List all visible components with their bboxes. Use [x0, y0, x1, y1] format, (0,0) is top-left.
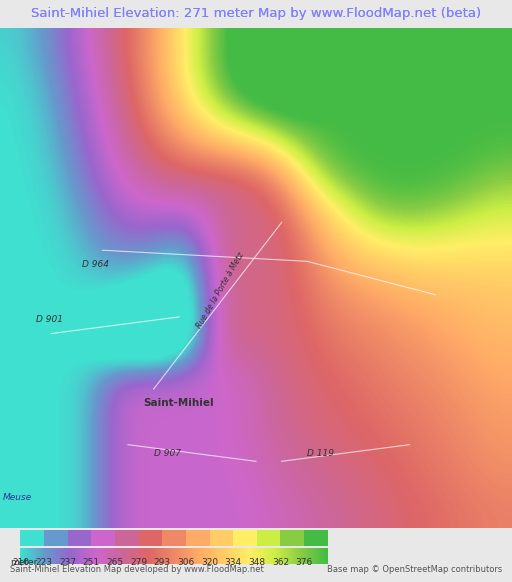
Text: 306: 306 — [177, 558, 195, 567]
Text: D 964: D 964 — [82, 260, 109, 269]
Text: 362: 362 — [272, 558, 289, 567]
Text: 334: 334 — [225, 558, 242, 567]
Text: Base map © OpenStreetMap contributors: Base map © OpenStreetMap contributors — [327, 565, 502, 574]
Text: meter: meter — [10, 558, 37, 567]
Text: Saint-Mihiel Elevation: 271 meter Map by www.FloodMap.net (beta): Saint-Mihiel Elevation: 271 meter Map by… — [31, 8, 481, 20]
Text: 293: 293 — [154, 558, 171, 567]
Text: 237: 237 — [59, 558, 76, 567]
Text: D 119: D 119 — [307, 449, 334, 458]
Text: Saint-Mihiel Elevation Map developed by www.FloodMap.net: Saint-Mihiel Elevation Map developed by … — [10, 565, 264, 574]
Text: D 901: D 901 — [36, 315, 63, 324]
Text: Rue de la Porte à Metz: Rue de la Porte à Metz — [195, 251, 245, 330]
Text: Meuse: Meuse — [3, 493, 32, 502]
Text: 376: 376 — [295, 558, 313, 567]
Text: 348: 348 — [248, 558, 265, 567]
Text: 223: 223 — [36, 558, 53, 567]
Text: Saint-Mihiel: Saint-Mihiel — [143, 398, 214, 408]
Text: 251: 251 — [83, 558, 100, 567]
Text: 265: 265 — [106, 558, 123, 567]
Text: 320: 320 — [201, 558, 218, 567]
Text: D 907: D 907 — [154, 449, 181, 458]
Text: 279: 279 — [130, 558, 147, 567]
Text: 210: 210 — [12, 558, 29, 567]
Text: Saint-Mihiel Elevation: 271 meter Map by www.FloodMap.net (beta): Saint-Mihiel Elevation: 271 meter Map by… — [31, 8, 481, 20]
